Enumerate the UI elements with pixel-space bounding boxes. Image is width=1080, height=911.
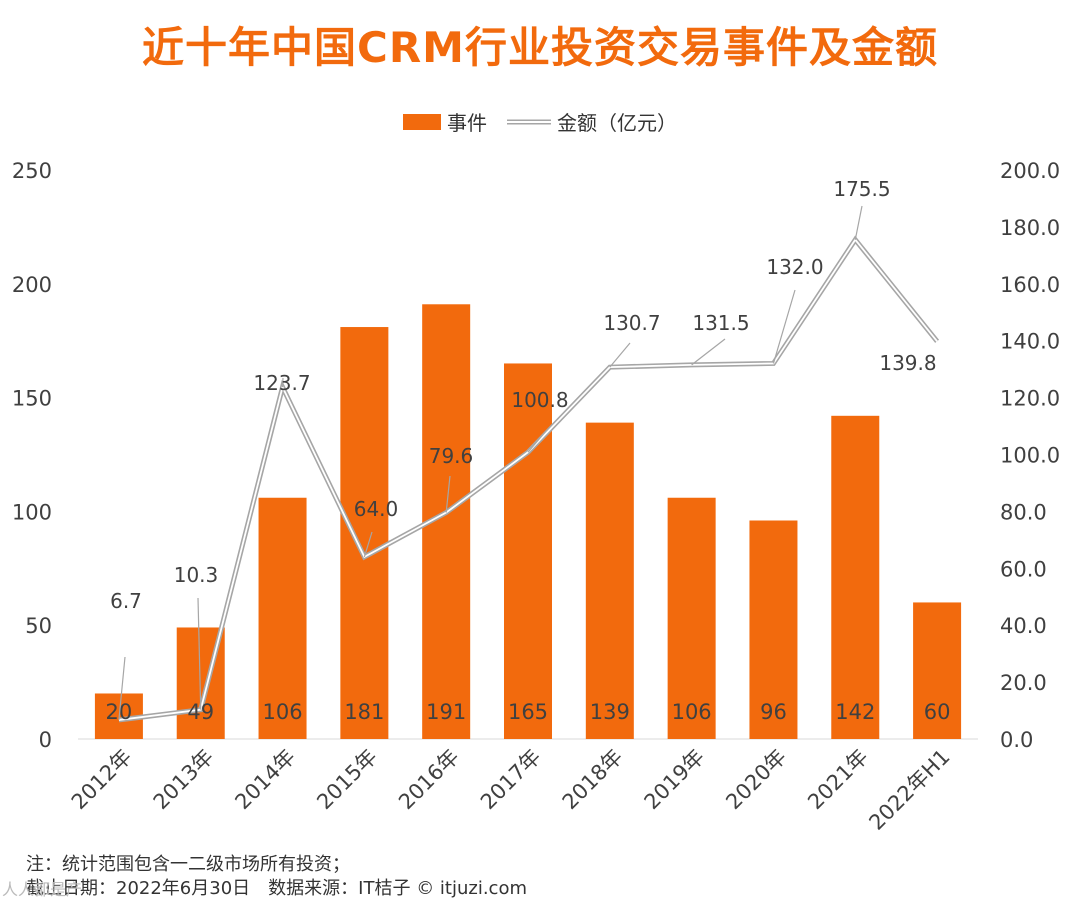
bar-value-label: 96 xyxy=(760,700,787,724)
y-right-tick-label: 60.0 xyxy=(1000,557,1047,581)
line-label-leader xyxy=(197,597,202,710)
line-value-label: 6.7 xyxy=(110,589,142,613)
line-value-label: 10.3 xyxy=(174,563,219,587)
y-left-tick-label: 150 xyxy=(12,387,52,411)
y-right-tick-label: 200.0 xyxy=(1000,159,1060,183)
chart-legend: 事件 金额（亿元） xyxy=(0,107,1080,136)
line-value-label: 100.8 xyxy=(511,388,568,412)
y-left-tick-label: 50 xyxy=(25,614,52,638)
x-category-label: 2019年 xyxy=(640,745,710,815)
footnote-source: 截止日期：2022年6月30日 数据来源：IT桔子 © itjuzi.com xyxy=(26,878,527,899)
bar-value-label: 139 xyxy=(590,700,630,724)
chart-title: 近十年中国CRM行业投资交易事件及金额 xyxy=(142,23,938,72)
y-right-tick-label: 180.0 xyxy=(1000,216,1060,240)
y-left-tick-label: 250 xyxy=(12,159,52,183)
y-right-tick-label: 140.0 xyxy=(1000,330,1060,354)
line-label-leader xyxy=(445,475,451,513)
bar-value-label: 142 xyxy=(835,700,875,724)
line-label-leader xyxy=(363,531,373,558)
legend-line-label: 金额（亿元） xyxy=(557,111,677,135)
legend-item-events: 事件 xyxy=(403,107,487,136)
x-category-label: 2022年H1 xyxy=(864,745,954,835)
legend-line-swatch xyxy=(507,119,551,124)
x-category-label: 2015年 xyxy=(312,745,382,815)
x-category-label: 2013年 xyxy=(149,745,219,815)
line-label-leader xyxy=(609,342,631,368)
line-value-label: 64.0 xyxy=(354,497,399,521)
x-category-label: 2021年 xyxy=(803,745,873,815)
bar xyxy=(667,497,716,739)
y-left-tick-label: 0 xyxy=(39,728,52,752)
bar xyxy=(340,327,389,739)
line-value-label: 175.5 xyxy=(833,177,890,201)
bar xyxy=(504,363,552,739)
line-label-leader xyxy=(854,205,863,240)
bar xyxy=(913,602,962,739)
bar-value-label: 60 xyxy=(924,700,951,724)
bar-value-label: 106 xyxy=(672,700,712,724)
bar-value-label: 181 xyxy=(344,700,384,724)
bar xyxy=(258,497,307,739)
line-label-leader xyxy=(691,338,726,366)
bar xyxy=(831,415,880,739)
bar-value-label: 191 xyxy=(426,700,466,724)
y-right-tick-label: 0.0 xyxy=(1000,728,1033,752)
y-right-tick-label: 120.0 xyxy=(1000,387,1060,411)
x-category-label: 2016年 xyxy=(394,745,464,815)
legend-item-amount: 金额（亿元） xyxy=(507,107,677,136)
x-category-label: 2017年 xyxy=(476,745,546,815)
legend-bar-swatch xyxy=(403,113,441,130)
y-right-tick-label: 40.0 xyxy=(1000,614,1047,638)
watermark-text: 人人都是产 xyxy=(2,880,83,899)
bar xyxy=(749,520,798,739)
bar-value-label: 165 xyxy=(508,700,548,724)
y-right-tick-label: 160.0 xyxy=(1000,273,1060,297)
line-label-leader xyxy=(527,430,547,453)
footnote-scope: 注：统计范围包含一二级市场所有投资； xyxy=(26,854,350,875)
y-left-tick-label: 100 xyxy=(12,500,52,524)
x-category-label: 2012年 xyxy=(67,745,137,815)
legend-bar-label: 事件 xyxy=(447,111,487,135)
bar-value-label: 106 xyxy=(262,700,302,724)
line-value-label: 130.7 xyxy=(603,311,660,335)
bar-value-label: 20 xyxy=(106,700,133,724)
x-category-label: 2018年 xyxy=(558,745,628,815)
line-value-label: 131.5 xyxy=(692,311,749,335)
line-label-leader xyxy=(772,289,796,364)
y-right-tick-label: 20.0 xyxy=(1000,671,1047,695)
line-label-leader xyxy=(118,656,126,720)
line-value-label: 123.7 xyxy=(253,371,310,395)
y-left-tick-label: 200 xyxy=(12,273,52,297)
line-value-label: 132.0 xyxy=(766,255,823,279)
bar xyxy=(585,422,634,739)
x-category-label: 2020年 xyxy=(721,745,791,815)
y-right-tick-label: 100.0 xyxy=(1000,444,1060,468)
y-right-tick-label: 80.0 xyxy=(1000,500,1047,524)
x-category-label: 2014年 xyxy=(230,745,300,815)
line-value-label: 79.6 xyxy=(429,444,474,468)
line-value-label: 139.8 xyxy=(879,351,936,375)
